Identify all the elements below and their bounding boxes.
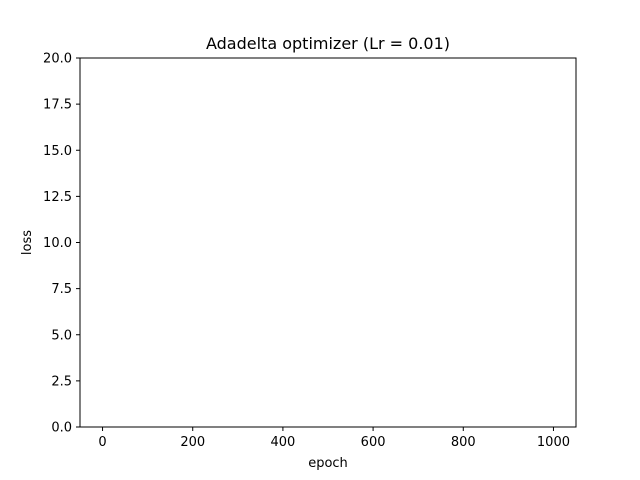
- x-tick-label: 400: [270, 435, 295, 450]
- y-axis: 0.0 2.5 5.0 7.5 10.0 12.5 15.0 17.5 20.0: [43, 52, 80, 436]
- y-tick-label: 0.0: [51, 421, 72, 436]
- x-axis: 0 200 400 600 800 1000: [98, 427, 570, 450]
- x-tick-label: 200: [180, 435, 205, 450]
- y-tick-label: 7.5: [51, 282, 72, 297]
- x-tick-label: 1000: [537, 435, 570, 450]
- y-tick-label: 17.5: [43, 98, 72, 113]
- y-tick-label: 5.0: [51, 328, 72, 343]
- plot-area: [79, 57, 577, 428]
- y-tick-label: 15.0: [43, 144, 72, 159]
- y-tick-label: 12.5: [43, 190, 72, 205]
- x-tick-label: 600: [361, 435, 386, 450]
- y-tick-label: 2.5: [51, 374, 72, 389]
- x-axis-label: epoch: [308, 456, 348, 471]
- y-tick-label: 20.0: [43, 52, 72, 67]
- y-axis-label: loss: [20, 230, 35, 255]
- y-tick-label: 10.0: [43, 236, 72, 251]
- x-tick-label: 0: [98, 435, 106, 450]
- chart-title: Adadelta optimizer (Lr = 0.01): [206, 34, 450, 53]
- x-tick-label: 800: [451, 435, 476, 450]
- plot-frame: [79, 57, 577, 428]
